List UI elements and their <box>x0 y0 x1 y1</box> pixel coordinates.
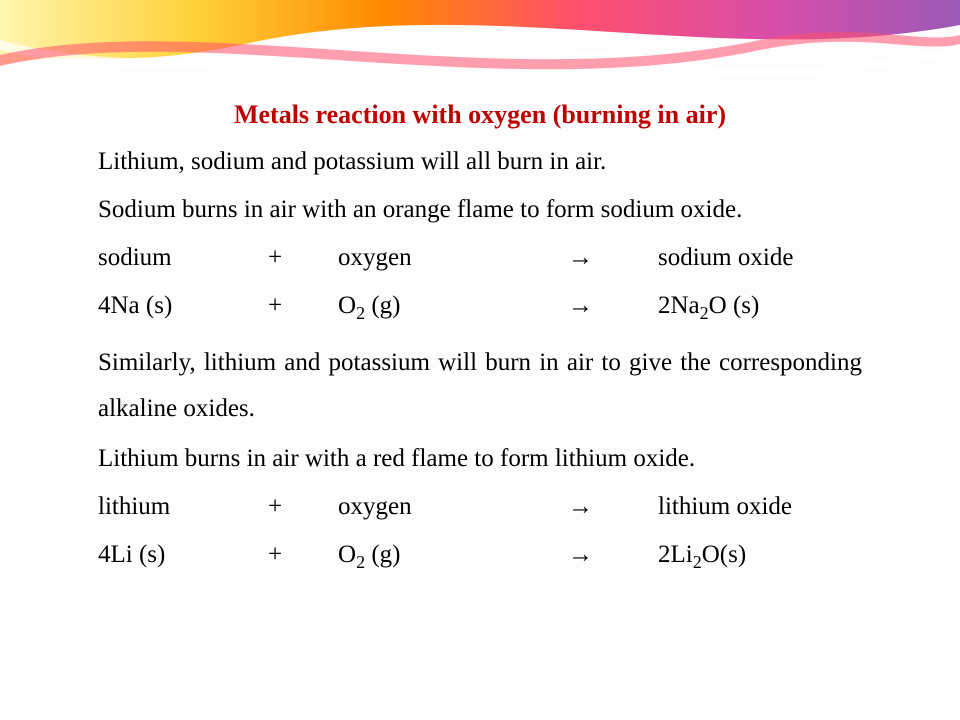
reactant: O2 (g) <box>338 292 568 320</box>
decorative-banner <box>0 0 960 98</box>
plus-sign: + <box>268 292 338 320</box>
arrow-icon: → <box>568 244 658 272</box>
arrow-icon: → <box>568 292 658 320</box>
slide-title: Metals reaction with oxygen (burning in … <box>98 100 862 130</box>
paragraph: Lithium burns in air with a red flame to… <box>98 445 862 473</box>
paragraph: Similarly, lithium and potassium will bu… <box>98 340 862 433</box>
reactant: 4Na (s) <box>98 292 268 320</box>
plus-sign: + <box>268 541 338 569</box>
product: lithium oxide <box>658 493 862 521</box>
plus-sign: + <box>268 244 338 272</box>
plus-sign: + <box>268 493 338 521</box>
reactant: sodium <box>98 244 268 272</box>
product: 2Li2O(s) <box>658 541 862 569</box>
product: sodium oxide <box>658 244 862 272</box>
arrow-icon: → <box>568 541 658 569</box>
product: 2Na2O (s) <box>658 292 862 320</box>
reactant: oxygen <box>338 244 568 272</box>
reactant: oxygen <box>338 493 568 521</box>
word-equation: sodium + oxygen → sodium oxide <box>98 244 862 272</box>
paragraph: Sodium burns in air with an orange flame… <box>98 196 862 224</box>
reactant: O2 (g) <box>338 541 568 569</box>
reactant: lithium <box>98 493 268 521</box>
slide-content: Metals reaction with oxygen (burning in … <box>98 100 862 589</box>
formula-equation: 4Na (s) + O2 (g) → 2Na2O (s) <box>98 292 862 320</box>
formula-equation: 4Li (s) + O2 (g) → 2Li2O(s) <box>98 541 862 569</box>
word-equation: lithium + oxygen → lithium oxide <box>98 493 862 521</box>
arrow-icon: → <box>568 493 658 521</box>
paragraph: Lithium, sodium and potassium will all b… <box>98 148 862 176</box>
reactant: 4Li (s) <box>98 541 268 569</box>
